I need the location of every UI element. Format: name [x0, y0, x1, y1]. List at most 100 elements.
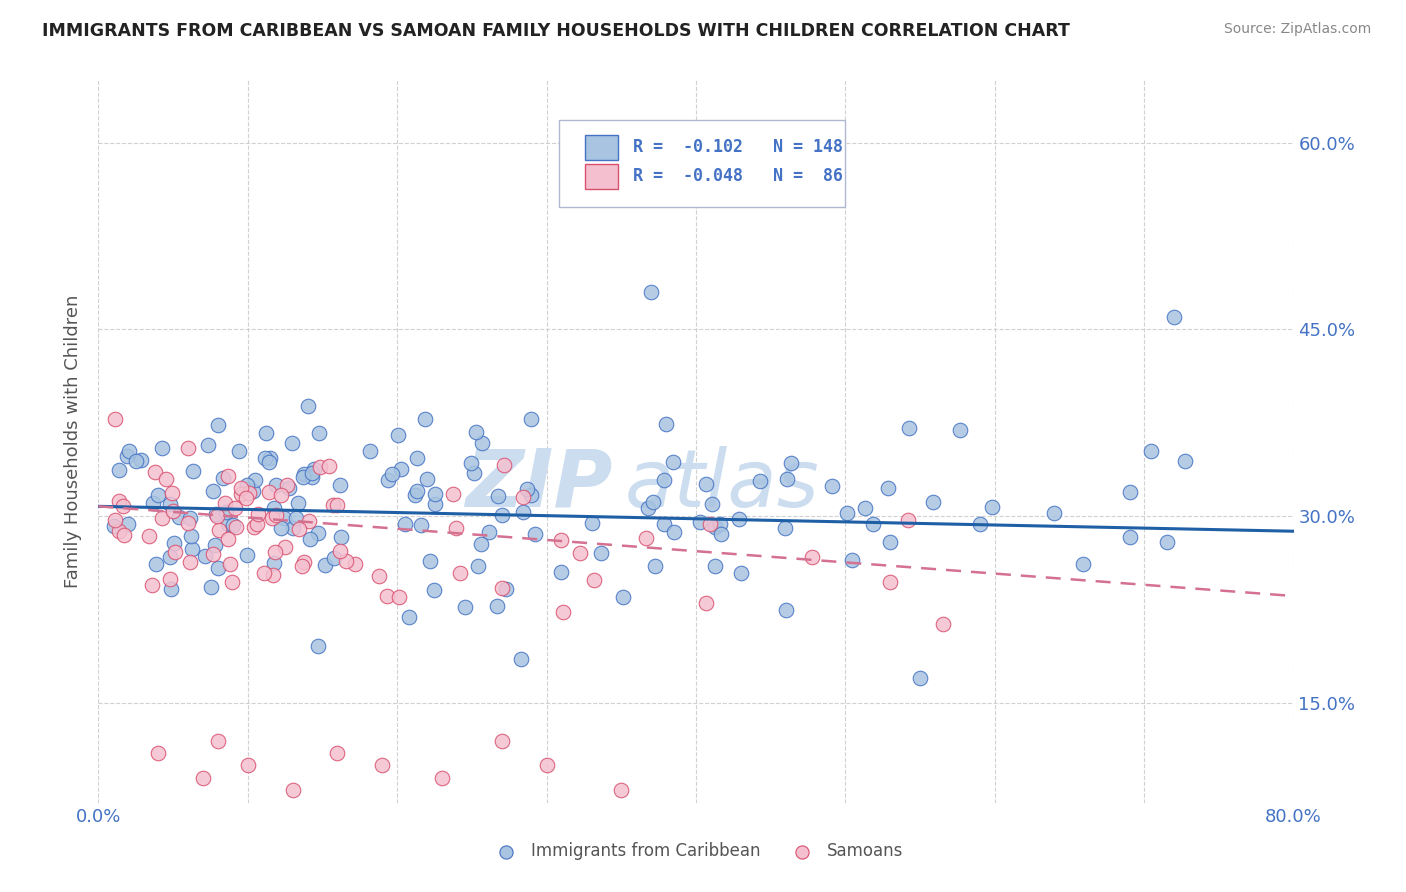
Point	[215, 505, 238, 519]
Point	[398, 610, 420, 624]
Point	[118, 444, 141, 458]
Point	[150, 441, 173, 455]
Text: R =  -0.102   N = 148: R = -0.102 N = 148	[633, 138, 842, 156]
Point	[307, 525, 329, 540]
Point	[491, 581, 513, 595]
Point	[516, 482, 538, 496]
Point	[388, 590, 411, 604]
Point	[821, 479, 844, 493]
Point	[413, 412, 436, 426]
Point	[159, 497, 181, 511]
Point	[217, 516, 239, 531]
Point	[301, 466, 323, 480]
Point	[142, 496, 165, 510]
Point	[612, 590, 634, 604]
Point	[253, 450, 276, 465]
Point	[375, 589, 398, 603]
Point	[281, 435, 304, 450]
Point	[695, 477, 717, 491]
Point	[709, 517, 731, 532]
FancyBboxPatch shape	[558, 120, 845, 207]
Point	[180, 529, 202, 543]
Point	[266, 478, 288, 492]
Point	[179, 555, 201, 569]
Point	[329, 478, 352, 492]
Point	[253, 566, 276, 581]
Point	[259, 450, 281, 465]
Point	[637, 500, 659, 515]
Point	[898, 420, 921, 434]
Point	[205, 508, 228, 522]
Point	[491, 508, 513, 523]
Point	[470, 537, 492, 551]
Point	[208, 524, 231, 538]
Point	[254, 425, 277, 440]
Point	[589, 546, 612, 560]
Point	[699, 517, 721, 532]
Point	[553, 605, 575, 619]
Point	[773, 521, 796, 535]
Point	[257, 455, 280, 469]
Point	[163, 545, 186, 559]
Point	[776, 472, 799, 486]
Legend: Immigrants from Caribbean, Samoans: Immigrants from Caribbean, Samoans	[482, 836, 910, 867]
Point	[550, 565, 572, 579]
Point	[194, 549, 217, 564]
Point	[460, 457, 482, 471]
Point	[862, 516, 884, 531]
Point	[695, 596, 717, 610]
Point	[162, 536, 184, 550]
Point	[191, 771, 214, 785]
Point	[704, 559, 727, 574]
Point	[837, 506, 859, 520]
Point	[246, 517, 269, 532]
Point	[224, 500, 246, 515]
Text: R =  -0.048   N =  86: R = -0.048 N = 86	[633, 168, 842, 186]
Point	[262, 568, 284, 582]
Point	[177, 516, 200, 530]
Point	[217, 532, 239, 546]
Point	[406, 451, 429, 466]
Point	[463, 467, 485, 481]
Point	[465, 425, 488, 439]
Point	[273, 540, 295, 554]
Point	[689, 515, 711, 529]
Point	[377, 473, 399, 487]
Point	[550, 533, 572, 547]
Point	[231, 487, 253, 501]
Point	[897, 513, 920, 527]
Point	[217, 468, 239, 483]
Point	[167, 509, 190, 524]
Point	[276, 478, 298, 492]
Point	[801, 549, 824, 564]
Point	[323, 551, 346, 566]
Point	[243, 520, 266, 534]
Point	[569, 546, 592, 560]
Point	[314, 558, 336, 573]
Point	[177, 442, 200, 456]
Point	[162, 504, 184, 518]
Point	[610, 783, 633, 797]
Point	[1071, 557, 1094, 571]
Point	[512, 491, 534, 505]
Point	[454, 600, 477, 615]
Point	[236, 549, 259, 563]
Point	[148, 746, 170, 760]
Point	[322, 498, 344, 512]
Point	[1119, 530, 1142, 544]
Point	[181, 464, 204, 478]
Point	[404, 488, 426, 502]
Point	[730, 566, 752, 580]
Point	[111, 499, 134, 513]
Point	[259, 485, 281, 500]
Point	[980, 500, 1002, 514]
Point	[485, 599, 508, 614]
Point	[297, 399, 319, 413]
Point	[288, 522, 311, 536]
Point	[260, 511, 283, 525]
Point	[523, 527, 546, 541]
Point	[655, 417, 678, 431]
Point	[326, 746, 349, 760]
Point	[225, 519, 247, 533]
Point	[205, 508, 228, 523]
